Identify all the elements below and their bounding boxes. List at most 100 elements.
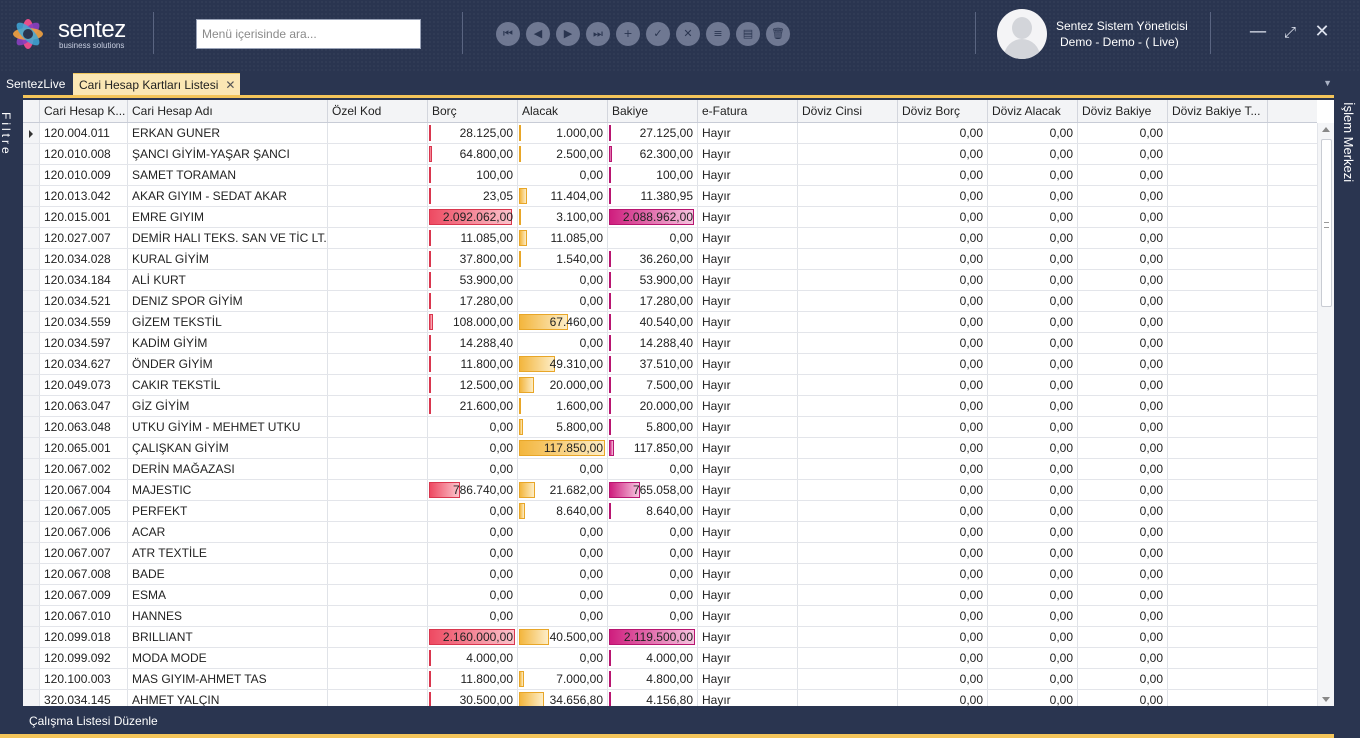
cell-ozel-kod[interactable]: [328, 417, 428, 437]
cell-e-fatura[interactable]: Hayır: [698, 396, 798, 416]
cell-e-fatura[interactable]: Hayır: [698, 690, 798, 706]
cell-hesap-kodu[interactable]: 120.034.559: [40, 312, 128, 332]
cell-doviz-borc[interactable]: 0,00: [898, 522, 988, 542]
cell-doviz-cinsi[interactable]: [798, 690, 898, 706]
cell-hesap-kodu[interactable]: 120.034.028: [40, 249, 128, 269]
table-row[interactable]: 120.027.007 DEMİR HALI TEKS. SAN VE TİC L…: [23, 228, 1317, 249]
cell-ozel-kod[interactable]: [328, 459, 428, 479]
cell-doviz-alacak[interactable]: 0,00: [988, 627, 1078, 647]
cell-borc[interactable]: 30.500,00: [428, 690, 518, 706]
cell-doviz-alacak[interactable]: 0,00: [988, 522, 1078, 542]
cell-alacak[interactable]: 0,00: [518, 270, 608, 290]
cell-doviz-bakiye-tl[interactable]: [1168, 480, 1268, 500]
cell-doviz-bakiye[interactable]: 0,00: [1078, 459, 1168, 479]
cell-bakiye[interactable]: 17.280,00: [608, 291, 698, 311]
table-row[interactable]: 120.034.559 GİZEM TEKSTİL 108.000,00 67.460…: [23, 312, 1317, 333]
cell-bakiye[interactable]: 20.000,00: [608, 396, 698, 416]
cell-ozel-kod[interactable]: [328, 312, 428, 332]
cell-borc[interactable]: 14.288,40: [428, 333, 518, 353]
save-icon[interactable]: ✓: [646, 22, 670, 46]
cell-hesap-adi[interactable]: ACAR: [128, 522, 328, 542]
cell-doviz-alacak[interactable]: 0,00: [988, 396, 1078, 416]
cell-doviz-bakiye-tl[interactable]: [1168, 249, 1268, 269]
cell-doviz-cinsi[interactable]: [798, 354, 898, 374]
cell-borc[interactable]: 21.600,00: [428, 396, 518, 416]
cell-alacak[interactable]: 7.000,00: [518, 669, 608, 689]
table-row[interactable]: 120.049.073 CAKIR TEKSTİL 12.500,00 20.000,…: [23, 375, 1317, 396]
scroll-down-icon[interactable]: [1322, 697, 1330, 702]
cell-ozel-kod[interactable]: [328, 480, 428, 500]
cell-e-fatura[interactable]: Hayır: [698, 606, 798, 626]
scroll-thumb[interactable]: [1321, 139, 1332, 307]
cell-ozel-kod[interactable]: [328, 249, 428, 269]
cell-doviz-borc[interactable]: 0,00: [898, 669, 988, 689]
cell-doviz-cinsi[interactable]: [798, 123, 898, 143]
cell-doviz-bakiye-tl[interactable]: [1168, 417, 1268, 437]
cell-hesap-adi[interactable]: ÇALIŞKAN GİYİM: [128, 438, 328, 458]
cell-hesap-kodu[interactable]: 120.099.018: [40, 627, 128, 647]
cell-doviz-borc[interactable]: 0,00: [898, 228, 988, 248]
table-row[interactable]: 120.013.042 AKAR GIYIM - SEDAT AKAR 23,05 1…: [23, 186, 1317, 207]
cell-hesap-adi[interactable]: DENIZ SPOR GİYİM: [128, 291, 328, 311]
cell-doviz-bakiye[interactable]: 0,00: [1078, 438, 1168, 458]
cell-bakiye[interactable]: 62.300,00: [608, 144, 698, 164]
table-row[interactable]: 120.034.597 KADİM GİYİM 14.288,40 0,00 14.28…: [23, 333, 1317, 354]
cell-borc[interactable]: 100,00: [428, 165, 518, 185]
cell-doviz-bakiye[interactable]: 0,00: [1078, 417, 1168, 437]
cell-doviz-bakiye-tl[interactable]: [1168, 144, 1268, 164]
cell-doviz-bakiye-tl[interactable]: [1168, 501, 1268, 521]
filter-panel-toggle[interactable]: Filtre: [0, 112, 13, 157]
cell-alacak[interactable]: 0,00: [518, 165, 608, 185]
row-selector[interactable]: [23, 459, 40, 479]
cell-doviz-cinsi[interactable]: [798, 312, 898, 332]
maximize-button[interactable]: ⤢: [1283, 23, 1296, 41]
cell-doviz-alacak[interactable]: 0,00: [988, 501, 1078, 521]
cell-doviz-cinsi[interactable]: [798, 501, 898, 521]
cell-bakiye[interactable]: 7.500,00: [608, 375, 698, 395]
user-avatar[interactable]: [997, 9, 1047, 59]
cell-ozel-kod[interactable]: [328, 123, 428, 143]
cell-doviz-borc[interactable]: 0,00: [898, 249, 988, 269]
cell-hesap-kodu[interactable]: 120.010.009: [40, 165, 128, 185]
cell-bakiye[interactable]: 100,00: [608, 165, 698, 185]
cell-borc[interactable]: 108.000,00: [428, 312, 518, 332]
cell-doviz-bakiye[interactable]: 0,00: [1078, 648, 1168, 668]
cell-doviz-alacak[interactable]: 0,00: [988, 144, 1078, 164]
cell-alacak[interactable]: 0,00: [518, 291, 608, 311]
cell-doviz-cinsi[interactable]: [798, 144, 898, 164]
cell-doviz-bakiye[interactable]: 0,00: [1078, 354, 1168, 374]
cell-bakiye[interactable]: 40.540,00: [608, 312, 698, 332]
row-selector[interactable]: [23, 249, 40, 269]
row-selector[interactable]: [23, 312, 40, 332]
cell-alacak[interactable]: 0,00: [518, 459, 608, 479]
row-selector[interactable]: [23, 543, 40, 563]
next-record-icon[interactable]: ▶: [556, 22, 580, 46]
cell-borc[interactable]: 64.800,00: [428, 144, 518, 164]
cell-doviz-borc[interactable]: 0,00: [898, 543, 988, 563]
row-selector[interactable]: [23, 669, 40, 689]
cell-doviz-bakiye[interactable]: 0,00: [1078, 396, 1168, 416]
tab-cari-hesap-kartlari[interactable]: Cari Hesap Kartları Listesi ✕: [73, 73, 241, 95]
cell-ozel-kod[interactable]: [328, 627, 428, 647]
cell-doviz-cinsi[interactable]: [798, 669, 898, 689]
cell-doviz-alacak[interactable]: 0,00: [988, 375, 1078, 395]
cell-e-fatura[interactable]: Hayır: [698, 291, 798, 311]
cell-doviz-bakiye[interactable]: 0,00: [1078, 333, 1168, 353]
cell-doviz-alacak[interactable]: 0,00: [988, 249, 1078, 269]
cell-doviz-bakiye[interactable]: 0,00: [1078, 585, 1168, 605]
cell-e-fatura[interactable]: Hayır: [698, 585, 798, 605]
cell-e-fatura[interactable]: Hayır: [698, 669, 798, 689]
cell-doviz-bakiye-tl[interactable]: [1168, 291, 1268, 311]
cell-hesap-adi[interactable]: MAJESTIC: [128, 480, 328, 500]
minimize-button[interactable]: —: [1249, 21, 1267, 42]
column-header-doviz-cinsi[interactable]: Döviz Cinsi: [798, 100, 898, 122]
cell-doviz-bakiye-tl[interactable]: [1168, 333, 1268, 353]
cell-alacak[interactable]: 11.404,00: [518, 186, 608, 206]
cell-borc[interactable]: 2.092.062,00: [428, 207, 518, 227]
cell-hesap-adi[interactable]: PERFEKT: [128, 501, 328, 521]
cell-doviz-bakiye[interactable]: 0,00: [1078, 165, 1168, 185]
table-row[interactable]: 120.099.018 BRILLIANT 2.160.000,00 40.500,0…: [23, 627, 1317, 648]
cell-doviz-bakiye-tl[interactable]: [1168, 165, 1268, 185]
cell-alacak[interactable]: 5.800,00: [518, 417, 608, 437]
cell-doviz-borc[interactable]: 0,00: [898, 648, 988, 668]
